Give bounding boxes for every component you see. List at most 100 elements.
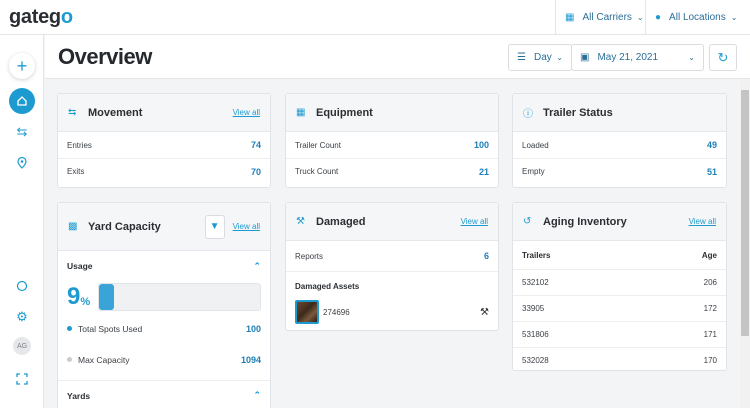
avatar[interactable]: AG [13, 337, 31, 355]
swap-icon: ⇆ [68, 107, 77, 118]
history-icon: ↺ [523, 216, 532, 227]
wrench-icon[interactable]: ⚒ [480, 306, 489, 318]
row-label: Truck Count [295, 167, 339, 176]
pin-icon: ● [655, 12, 662, 23]
movement-view-all-link[interactable]: View all [232, 108, 260, 117]
trailer-age: 170 [703, 356, 717, 365]
aging-view-all-link[interactable]: View all [688, 217, 716, 226]
equipment-card-header: ▦ Equipment [286, 94, 498, 132]
app-logo[interactable]: gatego [9, 6, 73, 28]
row-value[interactable]: 21 [478, 166, 489, 177]
aging-inventory-title: Aging Inventory [543, 215, 627, 228]
location-pin-icon[interactable] [9, 150, 35, 176]
table-row[interactable]: 532028 170 [513, 347, 726, 373]
chevron-up-icon[interactable]: ⌃ [253, 260, 261, 271]
reports-label: Reports [295, 251, 324, 261]
asset-id: 274696 [323, 307, 350, 317]
truck-icon: ▦ [296, 107, 306, 118]
damaged-asset-item[interactable]: 274696 ⚒ [286, 297, 498, 327]
chevron-down-icon: ⌄ [636, 13, 644, 22]
usage-section-header[interactable]: Usage ⌃ [58, 251, 270, 281]
truck-icon: ▦ [565, 12, 575, 23]
column-header-trailers: Trailers [522, 250, 551, 260]
damaged-view-all-link[interactable]: View all [460, 217, 488, 226]
trailer-id: 531806 [522, 330, 549, 339]
list-item: Loaded 49 [513, 132, 726, 158]
damaged-card: ⚒ Damaged View all Reports 6 Damaged Ass… [285, 202, 499, 331]
list-item: Trailer Count 100 [286, 132, 498, 158]
yard-capacity-view-all-link[interactable]: View all [232, 222, 260, 231]
equipment-title: Equipment [316, 106, 373, 119]
scrollbar-thumb[interactable] [741, 90, 749, 336]
row-label: Trailer Count [295, 140, 341, 150]
usage-meter: 9 % [58, 281, 270, 313]
add-icon[interactable]: + [9, 53, 35, 79]
list-item: Entries 74 [58, 132, 270, 158]
chevron-up-icon[interactable]: ⌃ [253, 390, 261, 400]
table-row[interactable]: 532102 206 [513, 269, 726, 295]
trailer-id: 532028 [522, 356, 549, 365]
gear-icon[interactable]: ⚙ [16, 309, 28, 324]
date-select[interactable]: ▣ May 21, 2021 ⌄ [571, 44, 704, 71]
carriers-filter[interactable]: ▦ All Carriers ⌄ [555, 0, 647, 35]
usage-bar-fill [99, 284, 114, 310]
damaged-card-header: ⚒ Damaged View all [286, 203, 498, 241]
menu-icon: ☰ [517, 52, 526, 63]
usage-bar [98, 283, 261, 311]
max-capacity-dot [67, 357, 72, 362]
trailer-id: 33905 [522, 304, 545, 313]
chevron-down-icon: ⌄ [688, 53, 695, 62]
total-spots-value: 100 [245, 323, 261, 334]
table-row[interactable]: 531806 171 [513, 321, 726, 347]
trailer-status-card-header: ⓘ Trailer Status [513, 94, 726, 132]
reports-value[interactable]: 6 [483, 251, 489, 261]
yard-capacity-card-header: ▩ Yard Capacity ▼ View all [58, 203, 270, 251]
list-item: Truck Count 21 [286, 158, 498, 184]
yards-section-header[interactable]: Yards ⌃ [58, 380, 270, 408]
total-spots-row: Total Spots Used 100 [58, 313, 270, 344]
aging-inventory-card-header: ↺ Aging Inventory View all [513, 203, 726, 241]
usage-label: Usage [67, 261, 93, 271]
trailer-id: 532102 [522, 278, 549, 287]
list-item: Exits 70 [58, 158, 270, 184]
chat-icon[interactable] [9, 273, 35, 299]
list-item: Empty 51 [513, 158, 726, 184]
carriers-filter-label: All Carriers [582, 12, 632, 23]
row-value[interactable]: 74 [250, 140, 261, 150]
filter-icon: ▼ [209, 221, 220, 232]
total-spots-dot [67, 326, 72, 331]
wrench-icon: ⚒ [296, 216, 305, 227]
calendar-icon: ▣ [580, 52, 590, 63]
row-label: Loaded [522, 140, 549, 150]
movement-card: ⇆ Movement View all Entries 74 Exits 70 [57, 93, 271, 188]
home-icon[interactable] [9, 88, 35, 114]
row-label: Exits [67, 167, 85, 176]
row-label: Entries [67, 140, 92, 150]
trailer-status-card: ⓘ Trailer Status Loaded 49 Empty 51 [512, 93, 727, 188]
period-select[interactable]: ☰ Day ⌄ [508, 44, 572, 71]
info-icon: ⓘ [523, 109, 533, 120]
trailer-age: 172 [703, 304, 717, 313]
total-spots-label: Total Spots Used [78, 323, 143, 334]
sidebar: + ⇆ ⚙ AG [0, 35, 44, 408]
asset-thumbnail[interactable] [295, 300, 319, 324]
fullscreen-icon[interactable] [9, 366, 35, 392]
usage-percent-sign: % [80, 295, 91, 308]
table-row[interactable]: 33905 172 [513, 295, 726, 321]
refresh-button[interactable]: ↻ [709, 44, 737, 71]
equipment-card: ▦ Equipment Trailer Count 100 Truck Coun… [285, 93, 499, 188]
max-capacity-row: Max Capacity 1094 [58, 344, 270, 375]
row-value[interactable]: 51 [706, 166, 717, 177]
row-value[interactable]: 100 [473, 140, 489, 150]
row-value[interactable]: 70 [250, 166, 261, 177]
filter-button[interactable]: ▼ [204, 214, 225, 239]
row-value[interactable]: 49 [706, 140, 717, 150]
yards-label: Yards [67, 390, 91, 401]
refresh-icon: ↻ [717, 49, 729, 65]
movement-card-header: ⇆ Movement View all [58, 94, 270, 132]
movement-icon[interactable]: ⇆ [16, 124, 28, 139]
yard-icon: ▩ [68, 221, 78, 232]
yard-capacity-card: ▩ Yard Capacity ▼ View all Usage ⌃ 9 % T… [57, 202, 271, 408]
locations-filter[interactable]: ● All Locations ⌄ [645, 0, 745, 35]
damaged-assets-label: Damaged Assets [286, 271, 498, 297]
